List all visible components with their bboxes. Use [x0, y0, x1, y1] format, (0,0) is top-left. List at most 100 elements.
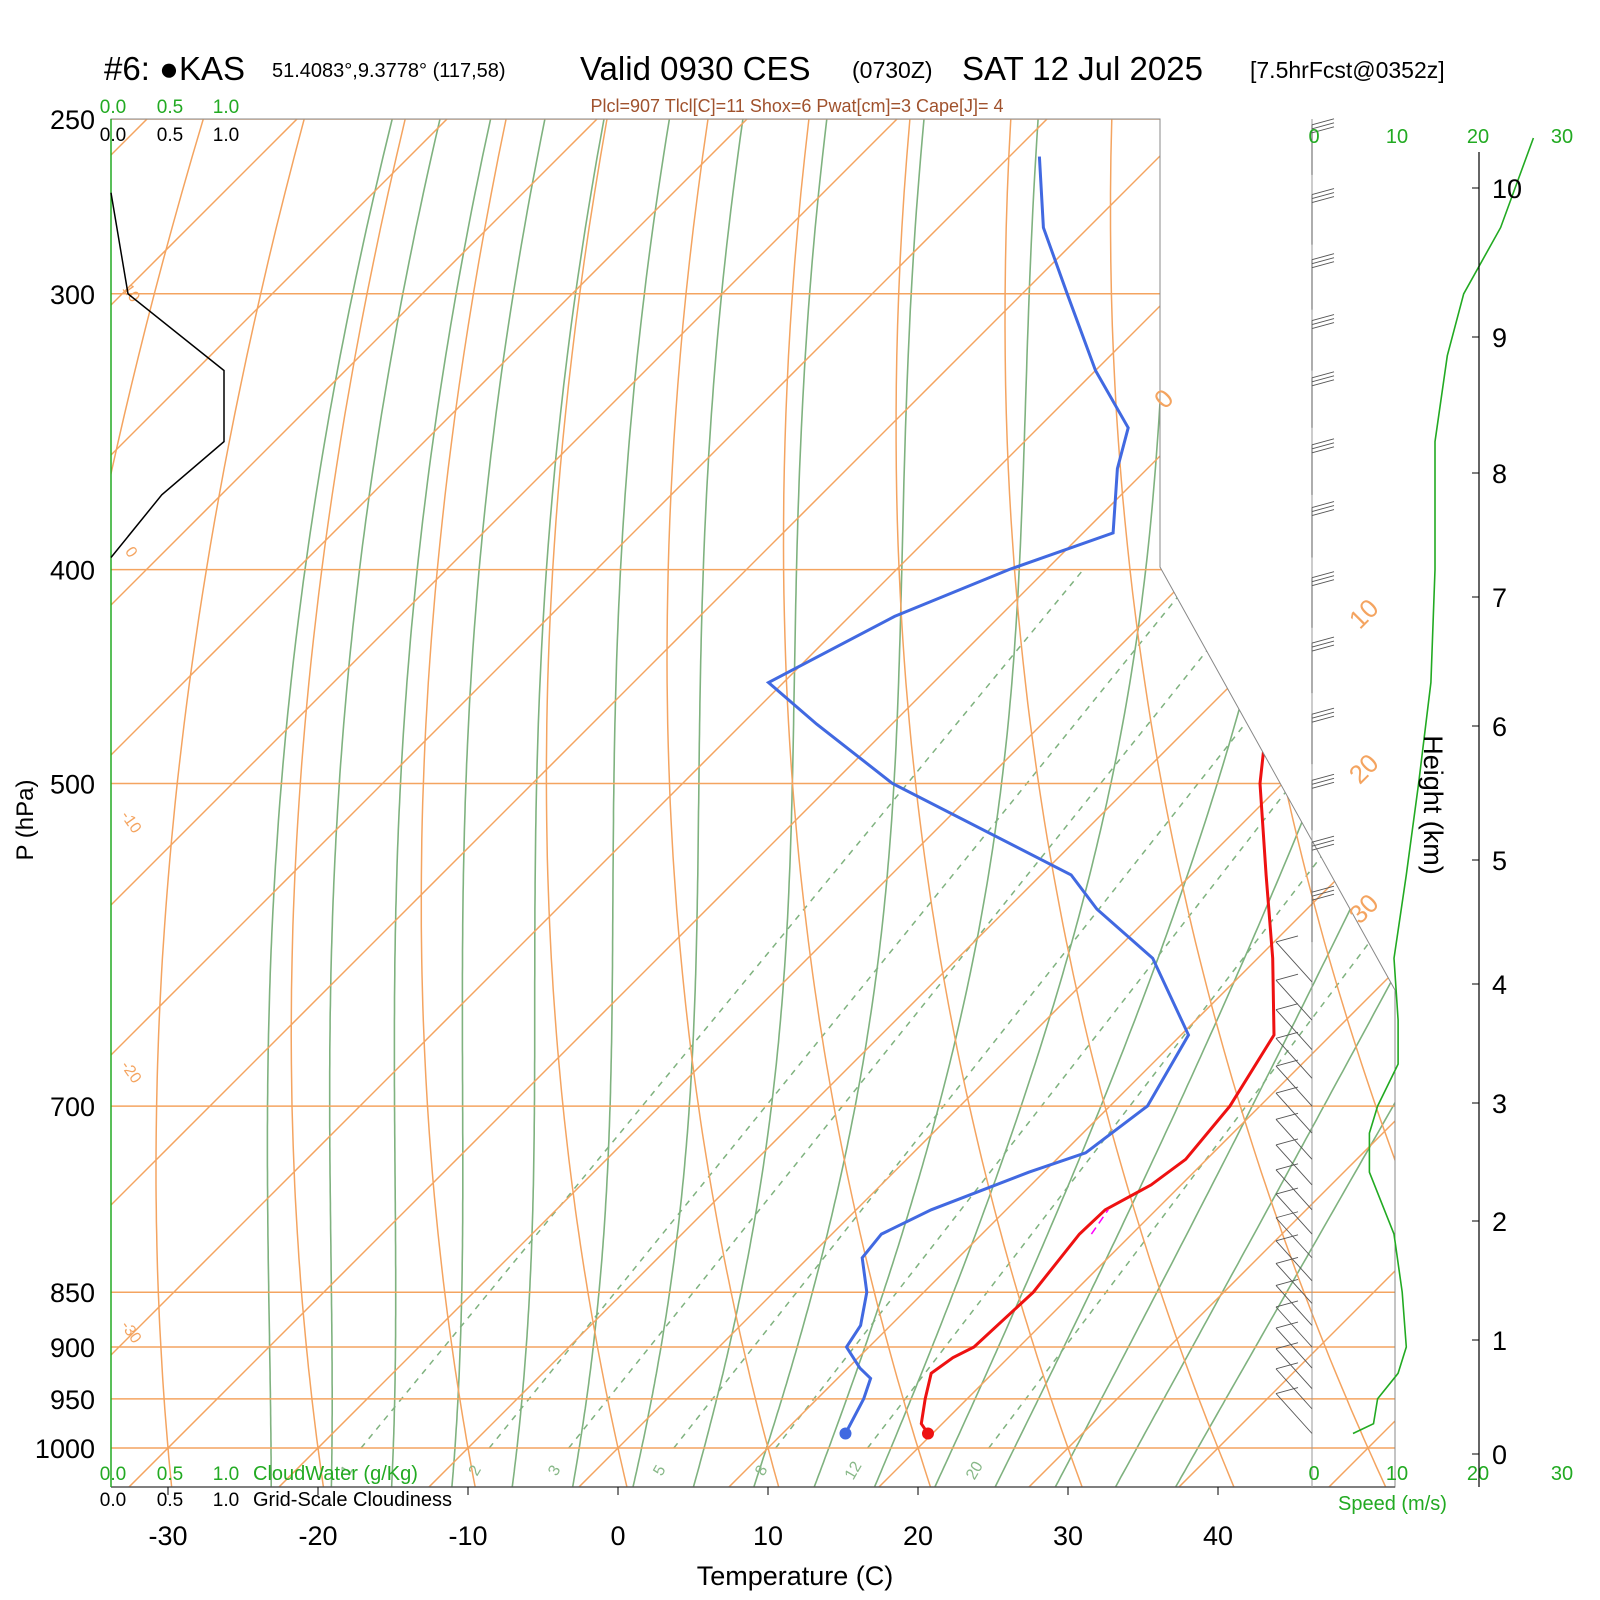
cloudwater-ticks-bottom: 0.0 0.5 1.0 [100, 1464, 239, 1485]
wind-barb-flag [1275, 1234, 1299, 1242]
isotherm-line [1471, 80, 1600, 1495]
cloudwater-tick: 1.0 [213, 1464, 239, 1485]
surface-temperature-dot [921, 1427, 934, 1440]
pressure-tick-label: 700 [50, 1092, 95, 1122]
cloudiness-label: Grid-Scale Cloudiness [253, 1489, 452, 1511]
wind-barb [1311, 314, 1335, 371]
cloudiness-tick: 0.5 [157, 125, 183, 146]
wind-barb-flag [1311, 777, 1335, 785]
wind-barb [1275, 1279, 1313, 1326]
mixing-ratio-label: 20 [963, 1459, 987, 1483]
wind-barb-staff [1275, 1169, 1313, 1211]
cloudwater-label: CloudWater (g/Kg) [253, 1463, 418, 1485]
wind-barb-flag [1311, 636, 1335, 644]
isotherm-line [1020, 119, 1395, 1487]
wind-barb [1275, 1321, 1313, 1369]
height-tick-label: 4 [1492, 970, 1507, 1000]
isotherm-line [420, 119, 1395, 1487]
wind-barb-flag [1311, 261, 1335, 269]
wind-barb [1275, 1003, 1313, 1050]
wind-barb [1275, 1234, 1313, 1282]
wind-barb [1311, 835, 1335, 893]
wind-barb-flag [1311, 781, 1335, 789]
wind-barb [1311, 707, 1335, 765]
cloudiness-tick: 0.5 [157, 1490, 183, 1511]
x-tick-label: 30 [1053, 1521, 1083, 1551]
moist-adiabat [450, 119, 554, 1487]
mixing-ratio-line [673, 569, 1368, 1449]
wind-barb-flag [1311, 442, 1335, 450]
wind-barb-staff [1275, 1217, 1313, 1259]
wind-barb [1275, 1031, 1313, 1079]
pressure-tick-label: 900 [50, 1333, 95, 1363]
dry-adiabat [666, 119, 782, 1487]
dry-adiabat [1211, 119, 1395, 1487]
wind-barb-staff [1275, 1092, 1313, 1134]
wind-barb-flag [1311, 889, 1335, 897]
dry-adiabat [420, 119, 516, 1487]
wind-barb-flag [1311, 893, 1335, 901]
wind-barb [1275, 935, 1313, 983]
wind-barb [1311, 636, 1335, 694]
isotherm-line [120, 119, 1395, 1487]
height-axis: 0 1 2 3 4 5 6 7 8 9 10 Height (km) [1418, 152, 1522, 1487]
wind-barb [1311, 118, 1335, 175]
speed-ticks-top: 0 10 20 30 [1308, 126, 1573, 148]
wind-barb-staff [1275, 1393, 1313, 1434]
wind-barb-flag [1311, 257, 1335, 265]
wind-barb [1275, 1300, 1313, 1348]
wind-barb-flag [1275, 1279, 1299, 1286]
wind-barb [1311, 438, 1335, 495]
dry-adiabat [155, 119, 316, 1487]
valid-time-label: Valid 0930 CES [580, 50, 811, 87]
mixing-ratio-line [360, 569, 1084, 1449]
wind-barb-flag [1311, 575, 1335, 583]
mixing-ratio-label: 3 [545, 1463, 564, 1479]
cloudiness-ticks-top: 0.0 0.5 1.0 [100, 125, 239, 146]
wind-barb-staff [1275, 1263, 1313, 1304]
wind-barb-staff [1275, 1065, 1313, 1107]
speed-tick: 0 [1308, 1463, 1319, 1485]
cloudiness-tick: 0.0 [100, 1490, 126, 1511]
wind-barb-staff [1275, 1240, 1313, 1282]
pressure-axis: 250 300 400 500 700 850 900 950 1000 [35, 105, 95, 1464]
isotherm-label: 10 [1343, 593, 1385, 635]
wind-barb-flag [1311, 314, 1335, 321]
wind-barb [1275, 1163, 1313, 1211]
isobars [111, 119, 1395, 1449]
wind-barb [1275, 1187, 1313, 1235]
isotherm-line [111, 119, 937, 1487]
wind-barb-flag [1275, 973, 1299, 981]
sounding-parameters: Plcl=907 Tlcl[C]=11 Shox=6 Pwat[cm]=3 Ca… [590, 96, 1003, 116]
moist-adiabat [1110, 119, 1395, 1487]
wind-barb-flag [1275, 1163, 1299, 1171]
height-tick-label: 0 [1492, 1440, 1507, 1470]
x-axis-title: Temperature (C) [697, 1561, 894, 1591]
wind-speed-line [1352, 137, 1535, 1435]
wind-barbs [1275, 118, 1335, 1434]
wind-barb-flag [1275, 1387, 1299, 1394]
isotherm-label: 30 [1343, 888, 1385, 930]
dry-adiabat [111, 119, 216, 1487]
wind-barb-flag [1275, 1003, 1299, 1011]
left-isotherm-label: 0 [121, 544, 140, 561]
mixing-ratio-line [867, 569, 1395, 1449]
parcel-line [1090, 1209, 1109, 1235]
moist-adiabat [570, 119, 677, 1487]
left-isotherm-label: -30 [117, 1318, 144, 1347]
pressure-tick-label: 1000 [35, 1434, 95, 1464]
moist-adiabat [266, 119, 403, 1487]
dry-adiabat [1311, 119, 1395, 1487]
isotherms [111, 80, 1600, 1495]
speed-tick: 30 [1551, 126, 1573, 148]
wind-barb-flag [1311, 322, 1335, 329]
mixing-ratio-line [568, 569, 1273, 1449]
wind-barb [1275, 1112, 1313, 1160]
wind-barb-flag [1275, 1256, 1299, 1264]
wind-barb [1275, 1256, 1313, 1304]
cloud-panel: 0.0 0.5 1.0 0.0 0.5 1.0 0.0 0.5 1.0 0.0 0.5 1.0 … [100, 97, 452, 1511]
dry-adiabat [782, 119, 934, 1487]
y-axis-title: P (hPa) [12, 780, 39, 861]
pressure-tick-label: 300 [50, 280, 95, 310]
